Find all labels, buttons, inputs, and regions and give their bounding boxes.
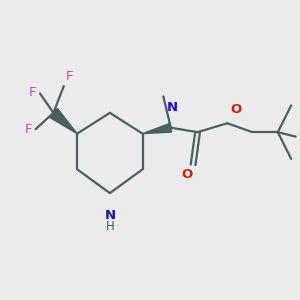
Text: F: F	[25, 123, 32, 136]
Text: O: O	[230, 103, 242, 116]
Text: N: N	[167, 101, 178, 114]
Text: H: H	[106, 220, 114, 233]
Text: O: O	[182, 168, 193, 181]
Text: F: F	[29, 85, 37, 98]
Text: N: N	[104, 208, 116, 222]
Text: F: F	[66, 70, 74, 83]
Polygon shape	[50, 108, 77, 134]
Polygon shape	[142, 123, 172, 134]
